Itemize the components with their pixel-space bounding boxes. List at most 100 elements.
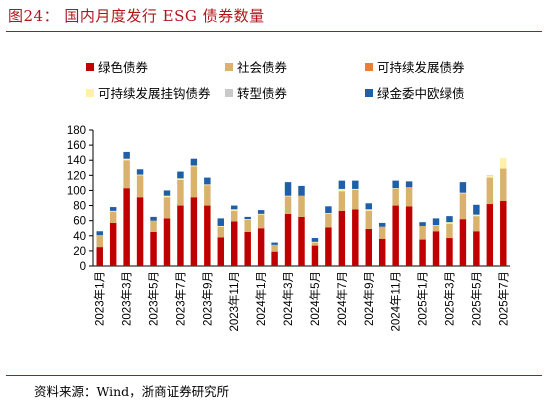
legend-label: 绿金委中欧绿债 [377,86,465,101]
bar-segment [123,160,130,189]
y-tick-label: 100 [67,185,86,197]
legend-item: 可持续发展挂钩债券 [86,86,211,101]
bar-segment [378,222,386,227]
x-tick-label: 2024年5月 [308,271,322,326]
bar-segment [96,231,103,236]
bar-segment [190,166,198,198]
bar-segment [150,216,157,221]
bar-segment [405,181,413,188]
bar-segment [109,207,117,211]
bar-segment [432,225,440,232]
legend-item: 社会债券 [225,60,288,75]
bar-segment [96,235,103,248]
bar-segment [298,195,305,217]
x-tick-label: 2025年5月 [469,271,483,326]
bar-segment [163,218,171,266]
bar-segment [136,169,144,175]
x-tick-label: 2024年7月 [335,271,349,326]
y-tick-label: 160 [67,140,86,152]
bar-segment [217,225,225,227]
bar-segment [257,214,265,229]
bar-segment [338,210,346,266]
bar-segment [352,180,359,189]
bar-segment [284,182,292,196]
bar-segment [217,237,225,266]
bar-segment [136,175,144,198]
y-tick-label: 0 [80,261,86,273]
bar-segment [325,206,332,214]
bar-segment [190,165,198,167]
legend-item: 绿色债券 [86,60,149,75]
bar-segment [311,245,319,266]
bar-segment [271,251,278,266]
legend-label: 社会债券 [237,60,288,75]
bar-segment [123,158,130,161]
bar-segment [392,188,399,206]
bar-segment [338,188,346,192]
x-tick-labels: 2023年1月 2023年3月 2023年5月 2023年7月 2023年9月 2023年… [93,271,511,332]
bar-segment [177,205,184,266]
source-note: 资料来源：Wind，浙商证券研究所 [34,384,230,399]
bar-segment [109,210,117,212]
bar-segment [190,197,198,266]
legend-item: 绿金委中欧绿债 [365,86,465,101]
legend-item: 可持续发展债券 [365,60,465,75]
bar-segment [177,178,184,180]
x-tick-label: 2023年5月 [147,271,161,326]
bar-segment [378,238,386,266]
bar-segment [284,195,292,197]
y-tick-label: 60 [73,216,86,228]
bar-segment [352,189,359,210]
bar-segment [365,209,372,211]
x-tick-label: 2023年7月 [173,271,187,326]
bar-segment [419,225,426,240]
bar-segment [123,188,130,266]
bar-segment [231,210,238,222]
bar-segment [96,247,103,266]
bar-segment [352,209,359,266]
y-tick-label: 120 [67,170,86,182]
y-tick-label: 180 [67,125,86,137]
bar-segment [486,204,494,266]
bar-segment [486,175,494,177]
bar-segment [352,188,359,190]
bar-segment [244,232,251,266]
legend-swatch [225,89,233,97]
bar-segment [311,242,319,246]
x-tick-label: 2023年3月 [120,271,134,326]
bar-segment [257,210,265,214]
x-tick-label: 2025年1月 [416,271,430,326]
bar-segment [325,213,332,214]
bar-segment [163,195,171,198]
bar-segment [204,185,211,206]
legend-swatch [225,63,233,71]
bar-segment [311,238,319,242]
bar-segment [446,216,453,223]
bar-segment [136,197,144,266]
bar-segment [257,228,265,266]
x-tick-label: 2023年11月 [227,271,241,332]
bar-segment [459,182,467,193]
bar-segment [392,205,399,266]
bar-segment [109,211,117,223]
bar-segment [419,222,426,226]
bar-segment [244,216,251,220]
bar-segment [500,168,507,202]
figure-title: 图24： 国内月度发行 ESG 债券数量 [8,7,265,25]
bar-segment [244,219,251,232]
legend-label: 转型债券 [237,86,288,101]
y-tick-label: 20 [73,246,86,258]
bar-segment [365,228,372,266]
bar-segment [432,218,440,226]
bar-segment [446,222,453,224]
y-tick-label: 80 [73,201,86,213]
bar-segment [284,213,292,266]
bar-segment [284,196,292,214]
bar-segment [459,193,467,220]
bar-segment [177,171,184,179]
bars [96,151,507,266]
source-rule [6,375,542,376]
bar-segment [123,151,130,159]
legend-label: 可持续发展挂钩债券 [98,86,211,101]
